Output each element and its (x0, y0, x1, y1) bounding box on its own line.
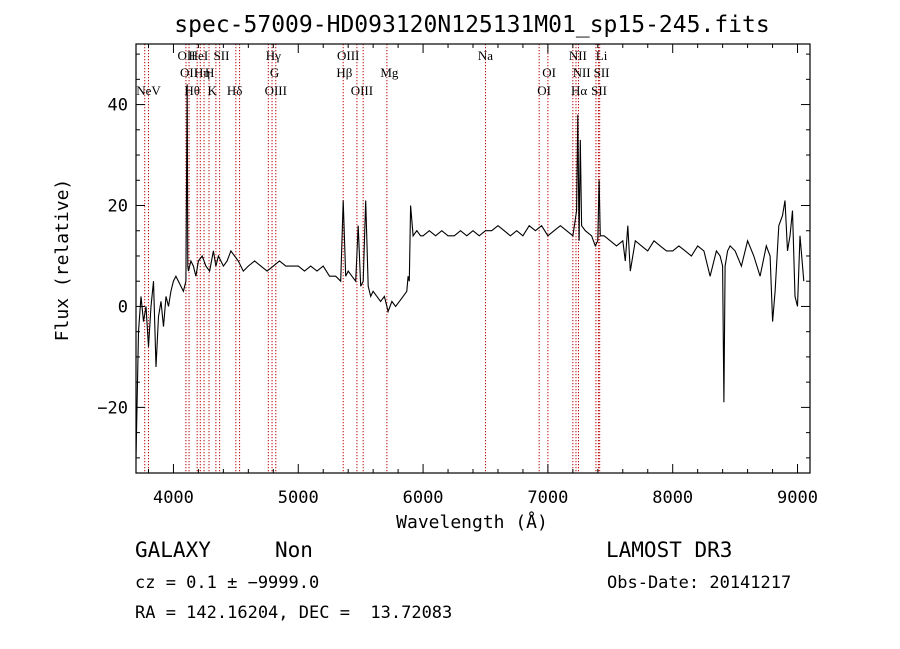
emission-line-label: OI (537, 83, 551, 98)
marker-lines (144, 44, 601, 473)
emission-line-label: OII (180, 65, 198, 80)
x-axis-label: Wavelength (Å) (396, 511, 548, 533)
emission-line-label: Hθ (184, 83, 200, 98)
emission-line-label: NII (573, 65, 591, 80)
emission-line-label: HeI (189, 48, 209, 63)
chart-title: spec-57009-HD093120N125131M01_sp15-245.f… (174, 12, 769, 38)
emission-line-label: Hβ (336, 65, 352, 80)
x-tick-label: 9000 (777, 488, 818, 508)
emission-line-label: Na (478, 48, 493, 63)
y-tick-label: 40 (108, 96, 128, 116)
emission-line-label: Hδ (227, 83, 243, 98)
survey-name: LAMOST DR3 (606, 538, 733, 562)
observation-date: Obs-Date: 20141217 (607, 573, 792, 593)
redshift-cz: cz = 0.1 ± −9999.0 (135, 573, 320, 593)
emission-line-label: OI (542, 65, 556, 80)
spectrum-series-line (135, 84, 805, 458)
emission-line-label: SII (214, 48, 230, 63)
emission-line-label: NeV (136, 83, 161, 98)
x-tick-label: 8000 (652, 488, 693, 508)
y-tick-label: −20 (97, 398, 128, 418)
y-tick-label: 0 (118, 297, 128, 317)
object-subclass: Non (275, 538, 313, 562)
emission-line-label: OIII (351, 83, 373, 98)
emission-line-label: K (207, 83, 217, 98)
emission-line-label: Hα (571, 83, 587, 98)
emission-line-label: Li (596, 48, 608, 63)
y-tick-label: 20 (108, 197, 128, 217)
emission-line-label: Hη (194, 65, 210, 80)
x-axis-ticks: 4000 5000 6000 7000 8000 9000 (147, 44, 818, 508)
coordinates: RA = 142.16204, DEC = 13.72083 (135, 603, 453, 623)
x-tick-label: 6000 (403, 488, 444, 508)
x-tick-label: 4000 (153, 488, 194, 508)
object-class: GALAXY (135, 538, 211, 562)
x-tick-label: 5000 (278, 488, 319, 508)
emission-line-label: OIII (265, 83, 287, 98)
emission-line-label: OIII (337, 48, 359, 63)
emission-line-label: SII (594, 65, 610, 80)
emission-line-label: G (270, 65, 279, 80)
y-axis-ticks: −20 0 20 40 (97, 53, 810, 459)
y-axis-label: Flux (relative) (52, 179, 73, 342)
emission-line-label: OII (178, 48, 196, 63)
emission-line-label: Mg (380, 65, 399, 80)
emission-line-label: Hγ (266, 48, 281, 63)
emission-line-label: SII (591, 83, 607, 98)
emission-line-label: NII (569, 48, 587, 63)
emission-line-label: H (205, 65, 214, 80)
x-tick-label: 7000 (527, 488, 568, 508)
